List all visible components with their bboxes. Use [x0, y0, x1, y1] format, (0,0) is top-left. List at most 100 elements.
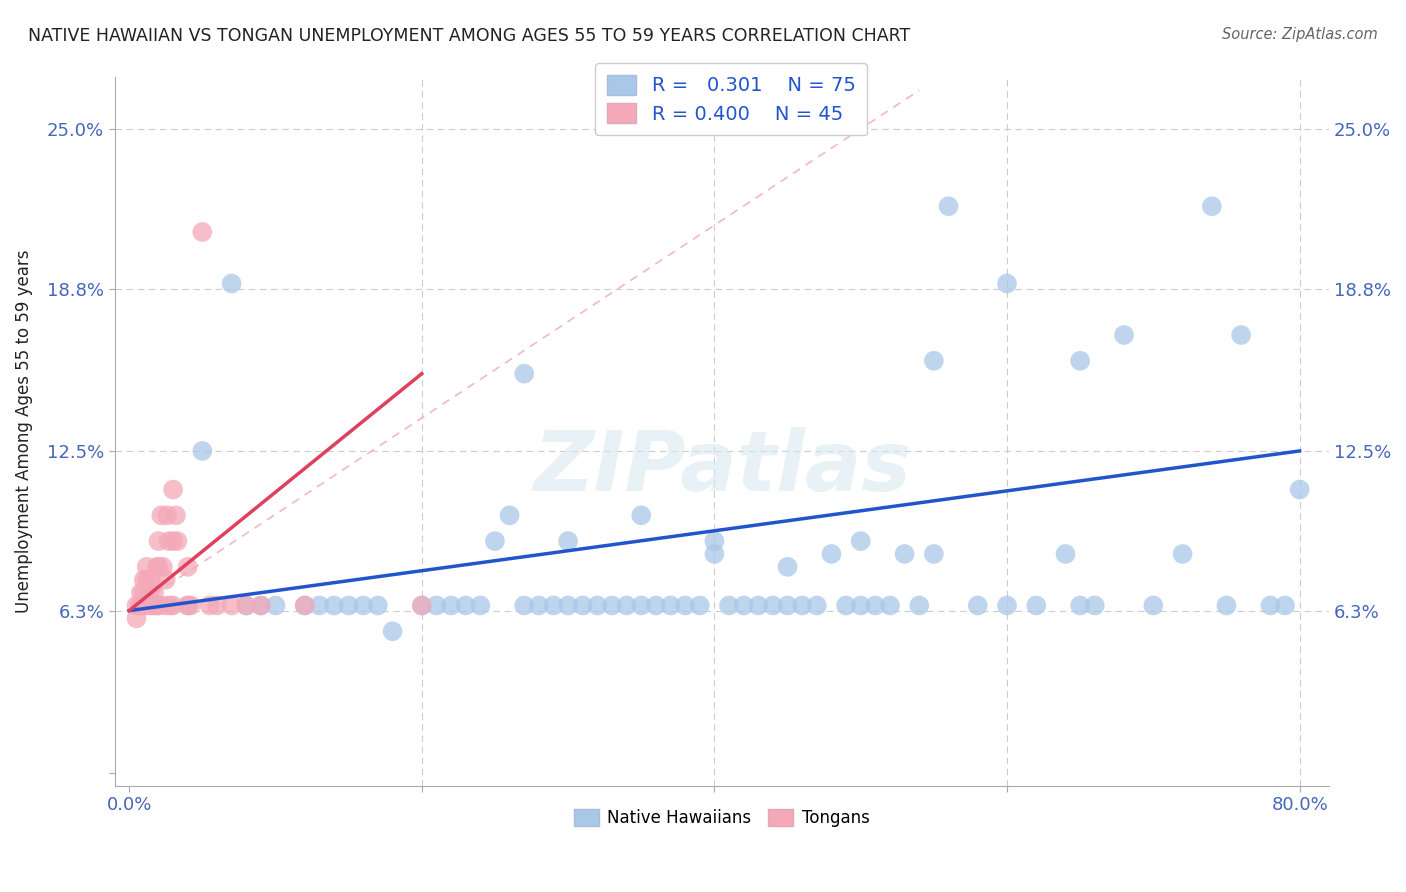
Point: [235, 599, 257, 613]
Point: [557, 534, 579, 549]
Point: [630, 508, 652, 523]
Point: [571, 599, 593, 613]
Point: [527, 599, 550, 613]
Point: [616, 599, 638, 613]
Point: [908, 599, 931, 613]
Point: [139, 599, 162, 613]
Point: [454, 599, 477, 613]
Point: [1260, 599, 1282, 613]
Point: [139, 573, 162, 587]
Point: [1142, 599, 1164, 613]
Point: [308, 599, 330, 613]
Point: [162, 534, 184, 549]
Point: [162, 483, 184, 497]
Point: [145, 599, 167, 613]
Point: [659, 599, 682, 613]
Point: [191, 225, 214, 239]
Point: [381, 624, 404, 639]
Point: [157, 534, 180, 549]
Point: [1201, 199, 1223, 213]
Point: [1215, 599, 1237, 613]
Point: [155, 599, 177, 613]
Point: [835, 599, 858, 613]
Point: [1025, 599, 1047, 613]
Point: [630, 599, 652, 613]
Point: [470, 599, 492, 613]
Point: [143, 585, 166, 599]
Point: [156, 508, 179, 523]
Point: [425, 599, 447, 613]
Point: [352, 599, 374, 613]
Point: [938, 199, 960, 213]
Point: [337, 599, 360, 613]
Point: [600, 599, 623, 613]
Point: [132, 599, 155, 613]
Point: [922, 547, 945, 561]
Point: [1069, 599, 1091, 613]
Point: [162, 599, 184, 613]
Point: [849, 534, 872, 549]
Point: [159, 599, 181, 613]
Point: [513, 367, 536, 381]
Point: [733, 599, 755, 613]
Point: [879, 599, 901, 613]
Point: [966, 599, 988, 613]
Point: [135, 559, 157, 574]
Point: [129, 599, 152, 613]
Point: [776, 599, 799, 613]
Point: [132, 599, 155, 613]
Point: [138, 585, 160, 599]
Point: [820, 547, 842, 561]
Text: NATIVE HAWAIIAN VS TONGAN UNEMPLOYMENT AMONG AGES 55 TO 59 YEARS CORRELATION CHA: NATIVE HAWAIIAN VS TONGAN UNEMPLOYMENT A…: [28, 27, 910, 45]
Point: [411, 599, 433, 613]
Point: [198, 599, 221, 613]
Point: [1054, 547, 1077, 561]
Point: [129, 585, 152, 599]
Point: [543, 599, 565, 613]
Point: [132, 585, 155, 599]
Point: [484, 534, 506, 549]
Point: [586, 599, 609, 613]
Point: [1288, 483, 1310, 497]
Point: [135, 573, 157, 587]
Point: [1084, 599, 1107, 613]
Point: [180, 599, 202, 613]
Point: [191, 444, 214, 458]
Point: [148, 559, 170, 574]
Point: [747, 599, 769, 613]
Point: [152, 559, 174, 574]
Point: [125, 599, 148, 613]
Point: [128, 599, 150, 613]
Point: [221, 599, 243, 613]
Point: [148, 534, 170, 549]
Point: [718, 599, 741, 613]
Point: [673, 599, 696, 613]
Point: [865, 599, 887, 613]
Point: [922, 353, 945, 368]
Y-axis label: Unemployment Among Ages 55 to 59 years: Unemployment Among Ages 55 to 59 years: [15, 250, 32, 614]
Point: [205, 599, 228, 613]
Point: [136, 599, 159, 613]
Point: [250, 599, 273, 613]
Point: [264, 599, 287, 613]
Point: [411, 599, 433, 613]
Point: [1274, 599, 1296, 613]
Point: [703, 547, 725, 561]
Text: ZIPatlas: ZIPatlas: [533, 426, 911, 508]
Point: [1171, 547, 1194, 561]
Text: Source: ZipAtlas.com: Source: ZipAtlas.com: [1222, 27, 1378, 42]
Point: [294, 599, 316, 613]
Point: [235, 599, 257, 613]
Point: [125, 611, 148, 625]
Point: [367, 599, 389, 613]
Point: [893, 547, 915, 561]
Point: [221, 277, 243, 291]
Point: [177, 599, 200, 613]
Point: [440, 599, 463, 613]
Legend: R =   0.301    N = 75, R = 0.400    N = 45: R = 0.301 N = 75, R = 0.400 N = 45: [595, 63, 868, 136]
Point: [150, 508, 173, 523]
Point: [995, 277, 1018, 291]
Point: [250, 599, 273, 613]
Point: [132, 573, 155, 587]
Point: [703, 534, 725, 549]
